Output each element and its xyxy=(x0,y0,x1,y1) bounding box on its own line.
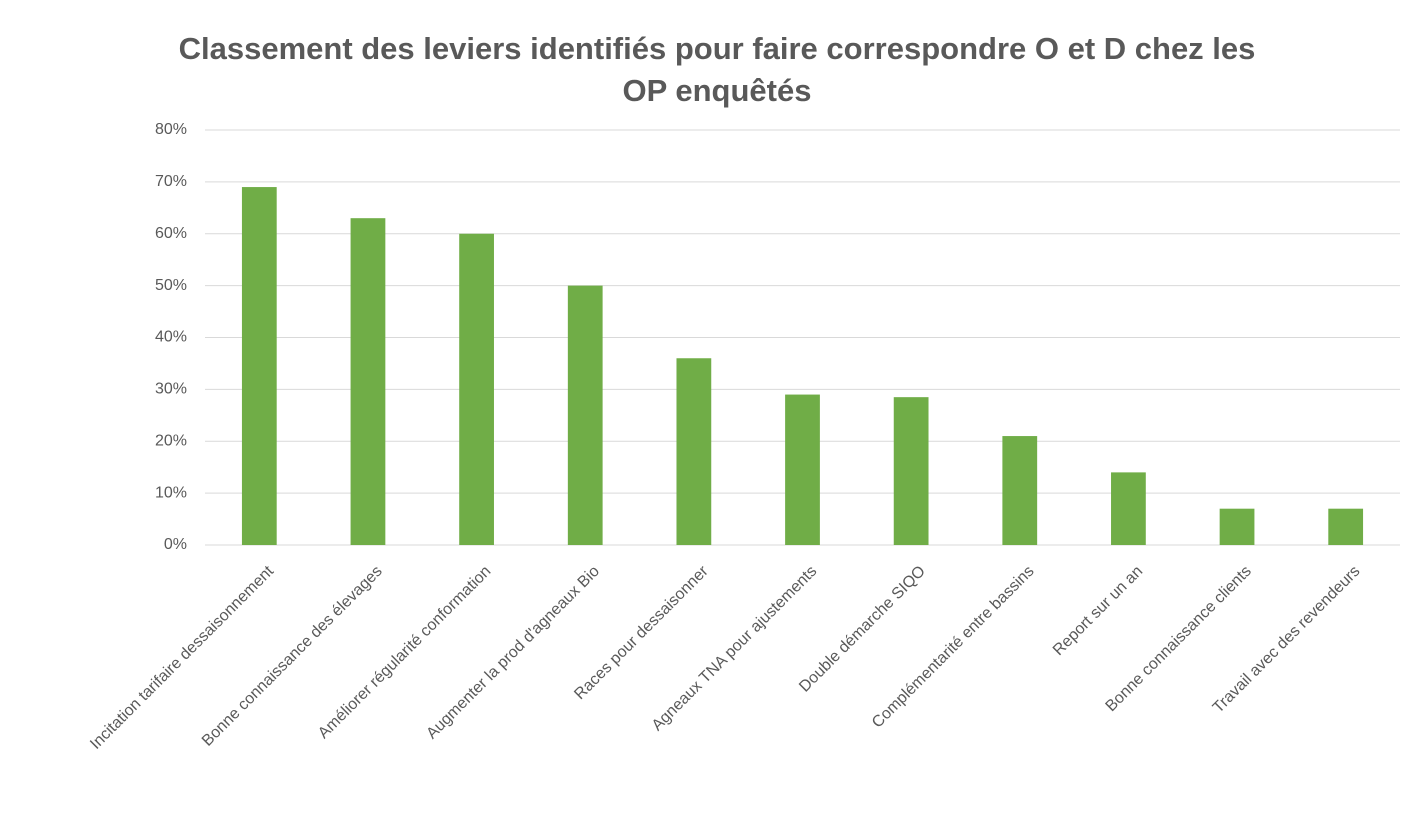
x-tick-label: Report sur un an xyxy=(1050,563,1146,659)
y-tick-label: 20% xyxy=(155,432,187,449)
bar xyxy=(350,218,386,545)
x-tick-label: Améliorer régularité conformation xyxy=(315,563,494,742)
bar xyxy=(893,397,929,545)
y-tick-label: 10% xyxy=(155,484,187,501)
x-tick-label: Incitation tarifaire dessaisonnement xyxy=(87,562,277,752)
x-tick-label: Augmenter la prod d'agneaux Bio xyxy=(423,563,603,743)
bar xyxy=(676,358,712,545)
bar xyxy=(1111,472,1146,545)
bar xyxy=(1002,436,1038,545)
y-tick-label: 50% xyxy=(155,277,187,294)
y-tick-label: 80% xyxy=(155,121,187,138)
bar xyxy=(1219,508,1255,545)
chart-title: Classement des leviers identifiés pour f… xyxy=(178,31,1256,108)
bar xyxy=(567,285,603,545)
y-tick-label: 70% xyxy=(155,173,187,190)
y-tick-label: 30% xyxy=(155,381,187,398)
bar xyxy=(1328,508,1364,545)
bar xyxy=(785,394,820,545)
y-tick-label: 0% xyxy=(164,536,187,553)
y-tick-label: 60% xyxy=(155,225,187,242)
x-tick-label: Bonne connaissance des élevages xyxy=(199,563,386,750)
bar xyxy=(241,187,277,545)
x-tick-label: Double démarche SIQO xyxy=(796,563,929,696)
bar xyxy=(459,233,494,545)
y-tick-label: 40% xyxy=(155,329,187,346)
